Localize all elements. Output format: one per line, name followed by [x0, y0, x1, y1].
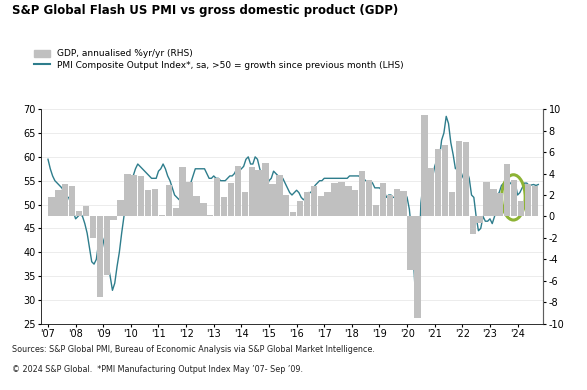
- Bar: [490, 189, 497, 216]
- Bar: [158, 215, 165, 216]
- Bar: [400, 191, 407, 216]
- Bar: [303, 192, 310, 216]
- Bar: [69, 186, 75, 216]
- Bar: [504, 164, 510, 216]
- Bar: [110, 216, 117, 220]
- Bar: [290, 212, 296, 216]
- Bar: [463, 142, 469, 216]
- Bar: [228, 183, 234, 216]
- Bar: [145, 190, 151, 216]
- Bar: [131, 175, 137, 216]
- Bar: [55, 190, 62, 216]
- Bar: [214, 178, 220, 216]
- Bar: [414, 216, 421, 318]
- Bar: [76, 211, 82, 216]
- Bar: [297, 201, 303, 216]
- Bar: [525, 184, 531, 216]
- Bar: [518, 201, 524, 216]
- Bar: [387, 195, 393, 216]
- Bar: [193, 196, 200, 216]
- Bar: [421, 115, 427, 216]
- Bar: [456, 141, 462, 216]
- Text: © 2024 S&P Global.  *PMI Manufacturing Output Index May ’07- Sep ’09.: © 2024 S&P Global. *PMI Manufacturing Ou…: [12, 365, 303, 374]
- Bar: [138, 176, 144, 216]
- Bar: [48, 197, 55, 216]
- Bar: [442, 145, 448, 216]
- Bar: [497, 193, 504, 216]
- Text: S&P Global Flash US PMI vs gross domestic product (GDP): S&P Global Flash US PMI vs gross domesti…: [12, 4, 398, 17]
- Bar: [207, 215, 214, 216]
- Bar: [200, 202, 207, 216]
- Bar: [449, 192, 455, 216]
- Legend: GDP, annualised %yr/yr (RHS), PMI Composite Output Index*, sa, >50 = growth sinc: GDP, annualised %yr/yr (RHS), PMI Compos…: [34, 50, 404, 70]
- Bar: [124, 174, 130, 216]
- Bar: [152, 189, 158, 216]
- Bar: [248, 167, 255, 216]
- Bar: [393, 189, 400, 216]
- Bar: [262, 163, 269, 216]
- Bar: [428, 168, 434, 216]
- Bar: [366, 180, 372, 216]
- Bar: [380, 183, 386, 216]
- Bar: [345, 186, 352, 216]
- Bar: [325, 192, 331, 216]
- Bar: [221, 197, 227, 216]
- Bar: [242, 192, 248, 216]
- Text: Sources: S&P Global PMI, Bureau of Economic Analysis via S&P Global Market Intel: Sources: S&P Global PMI, Bureau of Econo…: [12, 345, 375, 354]
- Bar: [255, 170, 262, 216]
- Bar: [173, 208, 179, 216]
- Bar: [359, 171, 365, 216]
- Bar: [332, 183, 338, 216]
- Bar: [435, 149, 441, 216]
- Bar: [407, 216, 414, 270]
- Bar: [511, 180, 517, 216]
- Bar: [373, 205, 379, 216]
- Bar: [283, 195, 289, 216]
- Bar: [62, 184, 69, 216]
- Bar: [338, 182, 345, 216]
- Bar: [477, 216, 483, 223]
- Bar: [470, 216, 476, 234]
- Bar: [276, 175, 282, 216]
- Bar: [187, 182, 193, 216]
- Bar: [311, 186, 317, 216]
- Bar: [180, 167, 186, 216]
- Bar: [166, 185, 172, 216]
- Bar: [90, 216, 96, 238]
- Bar: [352, 190, 359, 216]
- Bar: [318, 196, 324, 216]
- Bar: [117, 200, 124, 216]
- Bar: [483, 182, 490, 216]
- Bar: [532, 186, 538, 216]
- Bar: [103, 216, 110, 275]
- Bar: [269, 184, 276, 216]
- Bar: [83, 206, 89, 216]
- Bar: [235, 166, 241, 216]
- Bar: [97, 216, 103, 297]
